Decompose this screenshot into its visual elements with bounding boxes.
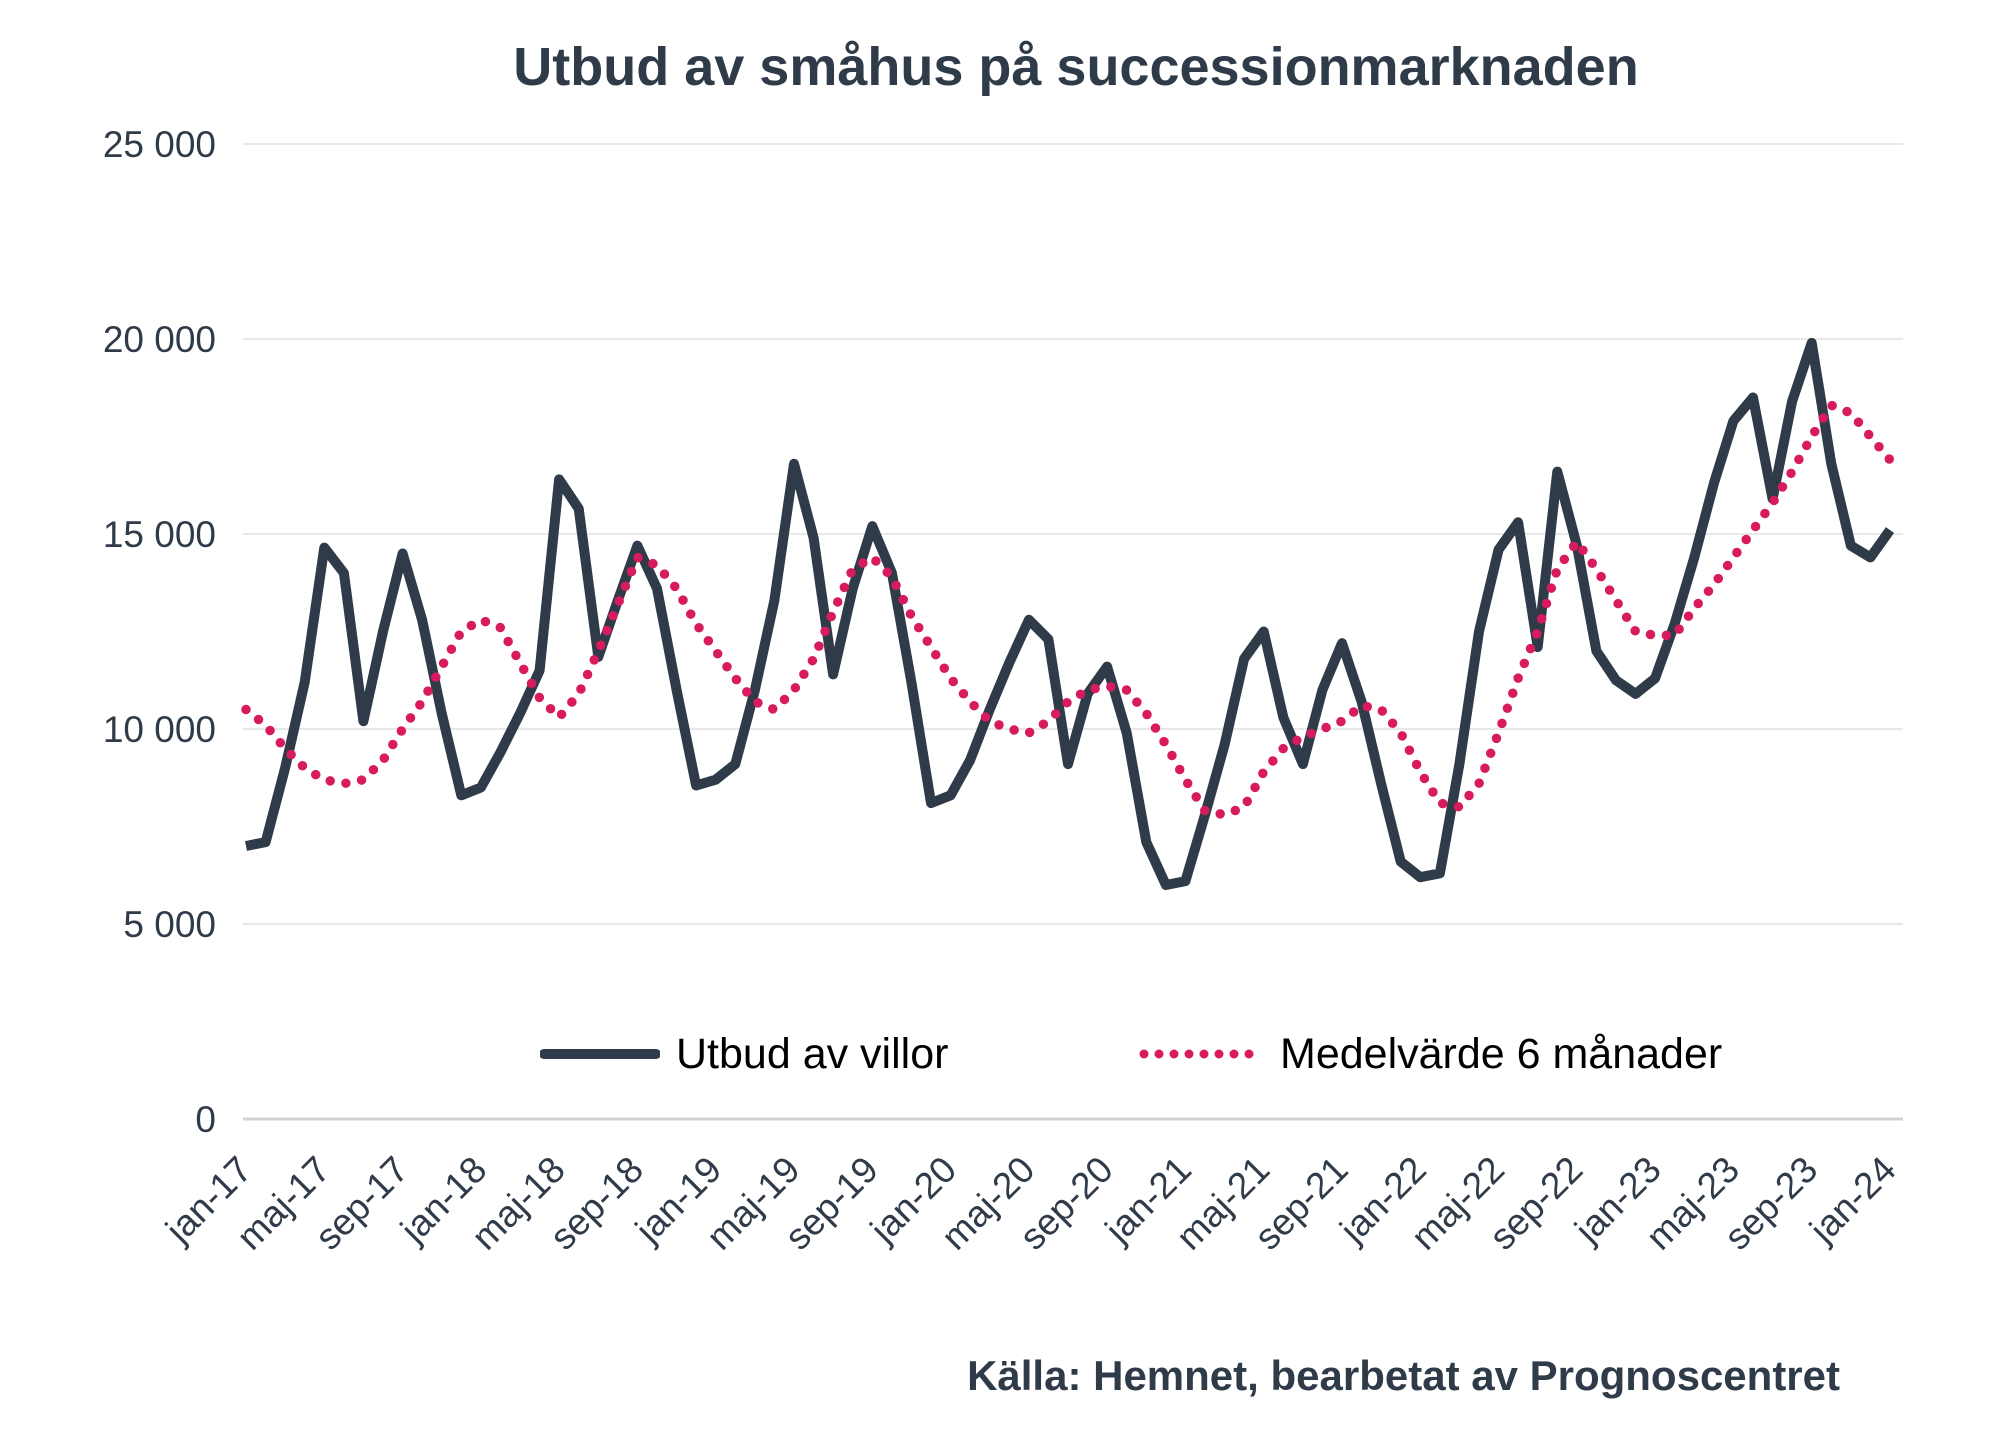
y-tick-label: 20 000 (103, 319, 216, 360)
series-utbud-line (245, 337, 1895, 890)
chart-title: Utbud av småhus på successionmarknaden (513, 37, 1639, 97)
legend-item-villor: Utbud av villor (540, 1028, 948, 1080)
series-medelvarde-line (241, 400, 1895, 820)
y-tick-label: 10 000 (103, 709, 216, 750)
legend-label-medel: Medelvärde 6 månader (1280, 1029, 1723, 1078)
y-tick-label: 15 000 (103, 514, 216, 555)
solid-line-swatch-icon (540, 1049, 660, 1059)
legend-item-medel: Medelvärde 6 månader (1138, 1028, 1722, 1080)
dotted-line-swatch-icon (1139, 1049, 1264, 1059)
x-tick-label: jan-24 (1801, 1149, 1903, 1251)
y-tick-label: 5 000 (123, 904, 216, 945)
y-tick-label: 0 (195, 1099, 216, 1140)
y-tick-label: 25 000 (103, 124, 216, 165)
source-attribution: Källa: Hemnet, bearbetat av Prognoscentr… (967, 1352, 1840, 1399)
legend-label-villor: Utbud av villor (676, 1029, 949, 1078)
